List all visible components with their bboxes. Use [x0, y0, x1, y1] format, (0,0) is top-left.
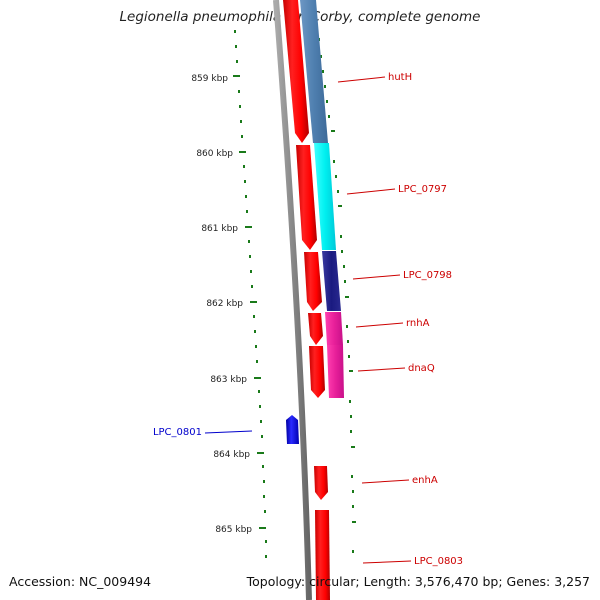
gene-arrow-rnhA — [308, 313, 323, 345]
forward-strand-genes — [283, 0, 330, 600]
tick-863 — [254, 377, 261, 379]
gene-label-enhA: enhA — [412, 475, 438, 486]
gene-arrow-lpc0798 — [304, 252, 322, 311]
tick-label-861: 861 kbp — [201, 224, 238, 234]
gene-labels: hutH LPC_0797 LPC_0798 rnhA dnaQ LPC_080… — [153, 72, 463, 567]
tick-labels: 859 kbp 860 kbp 861 kbp 862 kbp 863 kbp … — [191, 74, 252, 535]
gene-callout-lines — [204, 76, 412, 564]
cog-feature-ring — [300, 0, 344, 398]
tick-860 — [239, 151, 246, 153]
genome-backbone — [273, 0, 312, 600]
gene-label-lpc0801: LPC_0801 — [153, 427, 202, 438]
reverse-strand-genes — [286, 415, 299, 444]
gene-arrow-lpc0803 — [315, 510, 330, 600]
tick-label-859: 859 kbp — [191, 74, 228, 84]
tick-859 — [233, 75, 240, 77]
gene-arrow-enhA — [314, 466, 328, 500]
tick-865 — [259, 527, 266, 529]
cog-block-lpc0797 — [314, 143, 336, 250]
gene-label-rnhA: rnhA — [406, 318, 430, 329]
outer-dotted-ring — [318, 38, 356, 553]
tick-861 — [245, 226, 252, 228]
tick-label-865: 865 kbp — [215, 525, 252, 535]
tick-862 — [250, 301, 257, 303]
genome-summary-text: Topology: circular; Length: 3,576,470 bp… — [246, 574, 590, 589]
tick-label-863: 863 kbp — [210, 375, 247, 385]
cog-block-lpc0798 — [322, 251, 341, 311]
gene-arrow-lpc0797 — [296, 145, 317, 250]
cog-block-rnhA — [325, 312, 343, 345]
gene-arrow-dnaQ — [309, 346, 325, 398]
cog-block-hutH — [300, 0, 328, 143]
gene-label-lpc0803: LPC_0803 — [414, 556, 463, 567]
cog-block-dnaQ — [327, 345, 344, 398]
gene-arrow-lpc0801 — [286, 415, 299, 444]
tick-label-862: 862 kbp — [206, 299, 243, 309]
tick-label-864: 864 kbp — [213, 450, 250, 460]
tick-864 — [257, 452, 264, 454]
gene-arrow-hutH — [283, 0, 309, 143]
gene-label-dnaQ: dnaQ — [408, 363, 435, 374]
accession-text: Accession: NC_009494 — [9, 574, 152, 589]
gene-label-lpc0797: LPC_0797 — [398, 184, 447, 195]
gene-label-hutH: hutH — [388, 72, 412, 83]
tick-marks — [233, 75, 266, 529]
map-title: Legionella pneumophila str. Corby, compl… — [119, 9, 481, 25]
gene-label-lpc0798: LPC_0798 — [403, 270, 452, 281]
inner-dotted-ring — [234, 30, 267, 558]
tick-label-860: 860 kbp — [196, 149, 233, 159]
